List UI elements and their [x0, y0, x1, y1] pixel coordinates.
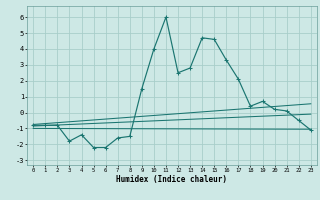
X-axis label: Humidex (Indice chaleur): Humidex (Indice chaleur): [116, 175, 228, 184]
